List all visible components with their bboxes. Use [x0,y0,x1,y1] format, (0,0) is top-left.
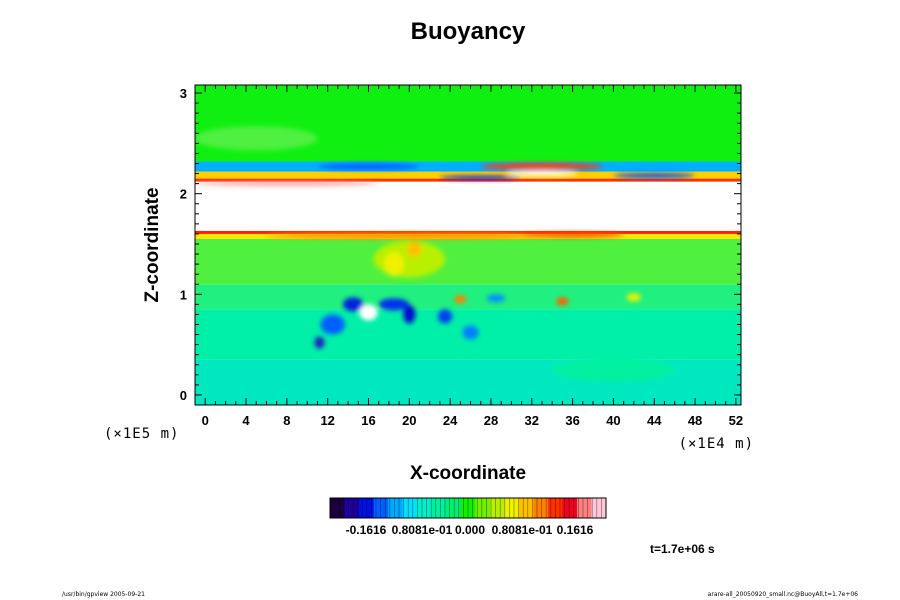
colorbar-tick-labels: -0.1616 0.8081e-01 0.000 0.8081e-01 0.1616 [346,523,594,537]
heatmap-band-6 [195,181,741,231]
x-tick-label: 28 [484,413,498,428]
colorbar-frame [329,497,607,519]
colorbar-swatch [373,498,389,518]
heatmap-band-9 [195,161,741,172]
heatmap-feature-8 [486,294,506,303]
y-axis-label: Z-coordinate [142,187,163,302]
chart-title: Buoyancy [411,18,526,45]
colorbar [329,498,607,518]
heatmap-feature-13 [556,297,569,306]
colorbar-swatch [591,498,607,518]
y-tick-label: 0 [180,388,187,403]
x-tick-label: 48 [688,413,702,428]
colorbar-tick-label: 0.1616 [557,523,594,537]
colorbar-swatch [431,498,447,518]
colorbar-tick-label: -0.1616 [346,523,387,537]
heatmap-feature-12 [454,295,467,304]
x-tick-label: 0 [202,413,209,428]
plot-frame [194,84,742,406]
colorbar-swatch [402,498,418,518]
heatmap-feature-1 [314,336,325,349]
heatmap-feature-22 [195,181,379,186]
x-axis-label: X-coordinate [410,463,526,484]
x-tick-label: 24 [443,413,458,428]
x-tick-label: 52 [729,413,743,428]
x-tick-label: 36 [565,413,579,428]
heatmap-feature-3 [359,304,378,321]
colorbar-tick-label: 0.000 [455,523,485,537]
heatmap-band-8 [195,171,741,179]
colorbar-swatch [417,498,433,518]
heatmap-feature-15 [317,163,420,170]
colorbar-swatch [475,498,491,518]
colorbar-swatch [330,498,346,518]
colorbar-swatch [489,498,505,518]
x-tick-label: 8 [283,413,290,428]
x-axis-ticks: 0 4 8 12 16 20 24 28 32 36 40 44 48 52 [194,85,743,428]
heatmap-feature-14 [626,293,641,302]
heatmap-feature-0 [320,314,346,335]
heatmap-feature-11 [407,240,422,258]
heatmap-band-5 [195,230,741,234]
heatmap-band-2 [195,284,741,310]
heatmap-feature-16 [480,162,604,171]
heatmap-band-7 [195,178,741,182]
heatmap-feature-7 [462,325,479,340]
heatmap-feature-20 [266,232,553,239]
heatmap-feature-21 [521,232,624,238]
heatmap-feature-17 [506,171,578,177]
heatmap-feature-2 [342,297,364,312]
footer-right: arare-all_20050920_small.nc@BuoyAll,t=1.… [708,591,858,598]
footer-left: /usr/bin/gpview 2005-09-21 [62,591,145,598]
heatmap-band-10 [195,85,741,162]
y-axis-ticks: 0 1 2 3 [180,86,741,403]
y-tick-label: 1 [180,287,187,302]
heatmap-feature-10 [383,252,405,277]
x-tick-label: 32 [525,413,539,428]
x-tick-label: 4 [242,413,250,428]
x-tick-label: 20 [402,413,416,428]
heatmap-feature-19 [613,173,696,179]
colorbar-tick-label: 0.8081e-01 [492,523,553,537]
colorbar-swatch [388,498,404,518]
heatmap-feature-24 [552,357,675,382]
colorbar-swatch [344,498,360,518]
heatmap-feature-4 [378,298,410,311]
colorbar-swatch [576,498,592,518]
heatmap-feature-18 [439,175,522,180]
heatmap-band-3 [195,238,741,285]
heatmap-feature-23 [195,126,318,151]
x-tick-label: 40 [606,413,620,428]
y-tick-label: 2 [180,187,187,202]
heatmap-features [195,126,696,382]
colorbar-swatch [446,498,462,518]
x-tick-label: 44 [647,413,662,428]
y-tick-label: 3 [180,86,187,101]
heatmap-field [195,85,741,405]
y-unit-label: (×1E5 m) [104,426,179,442]
colorbar-tick-label: 0.8081e-01 [392,523,453,537]
x-unit-label: (×1E4 m) [679,436,754,452]
heatmap-feature-6 [437,309,453,324]
colorbar-swatch [504,498,520,518]
time-label: t=1.7e+06 s [650,542,715,556]
x-tick-label: 12 [320,413,334,428]
x-tick-label: 16 [361,413,375,428]
heatmap-feature-5 [403,305,416,324]
colorbar-swatch [518,498,534,518]
